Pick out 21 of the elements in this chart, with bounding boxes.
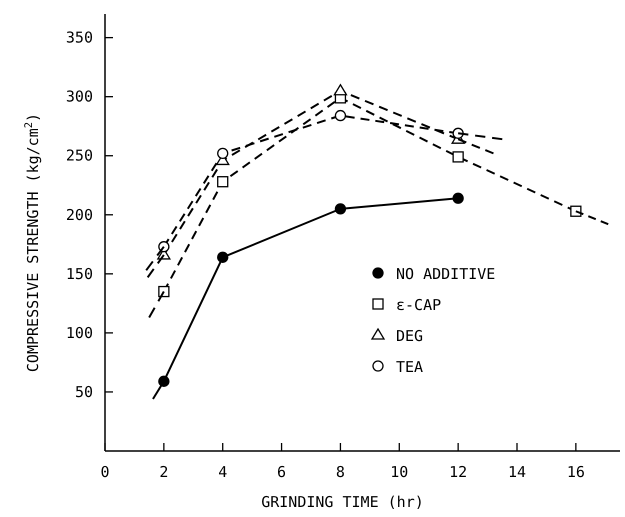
y-tick-label: 200 xyxy=(66,206,93,224)
y-tick-label: 50 xyxy=(74,382,93,401)
x-tick-label: 4 xyxy=(218,463,228,481)
x-axis-title: GRINDING TIME (hr) xyxy=(261,493,424,511)
y-tick-label: 300 xyxy=(66,88,93,106)
x-tick-label: 2 xyxy=(159,463,168,481)
y-tick-label: 250 xyxy=(66,146,93,165)
y-tick-label: 100 xyxy=(66,324,93,342)
legend-label: DEG xyxy=(396,327,424,345)
x-tick-label: 16 xyxy=(566,463,585,481)
x-tick-label: 14 xyxy=(508,463,526,481)
x-tick-label: 8 xyxy=(336,463,345,481)
legend-label: NO ADDITIVE xyxy=(396,265,496,283)
legend-label: ε-CAP xyxy=(396,296,442,314)
x-tick-label: 12 xyxy=(449,463,468,481)
x-tick-label: 10 xyxy=(390,463,408,481)
legend-label: TEA xyxy=(396,358,424,376)
y-tick-label: 350 xyxy=(66,28,93,47)
x-tick-label: 0 xyxy=(100,463,110,481)
y-tick-label: 150 xyxy=(66,264,93,283)
x-tick-label: 6 xyxy=(277,463,286,481)
